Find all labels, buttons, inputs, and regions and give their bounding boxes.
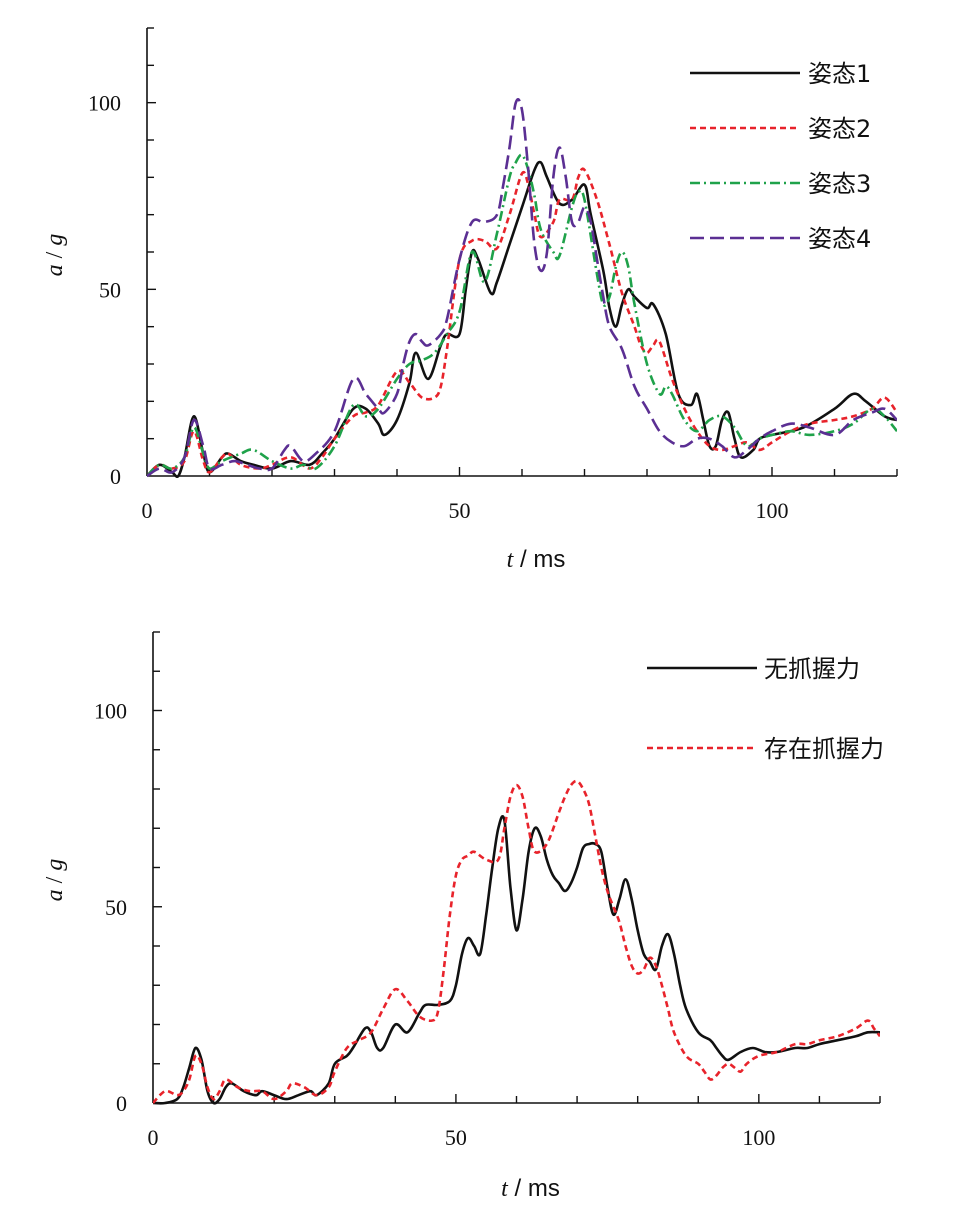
x-axis-title: t / ms xyxy=(507,546,566,573)
y-tick-label: 50 xyxy=(99,277,121,302)
x-tick-label: 50 xyxy=(449,498,471,523)
x-tick-label: 0 xyxy=(142,498,153,523)
legend-label-2: 姿态2 xyxy=(808,115,871,143)
x-tick-label: 50 xyxy=(445,1125,467,1150)
series-line-1 xyxy=(153,815,880,1105)
series-line-4 xyxy=(147,98,897,478)
y-axis-title: a / g xyxy=(42,859,68,902)
legend-label-1: 姿态1 xyxy=(808,60,871,88)
legend-label-2: 存在抓握力 xyxy=(764,735,884,763)
y-tick-label: 100 xyxy=(94,699,127,724)
x-tick-label: 100 xyxy=(742,1125,775,1150)
y-tick-label: 100 xyxy=(88,91,121,116)
series-line-1 xyxy=(147,160,897,478)
chart-top: 0 50 100 0 50 100 t / ms a / g 姿态1 姿态2 姿态3 姿态4 xyxy=(42,27,898,573)
y-axis-title: a / g xyxy=(42,234,68,277)
legend-label-4: 姿态4 xyxy=(808,225,871,253)
x-tick-label: 0 xyxy=(148,1125,159,1150)
x-tick-label: 100 xyxy=(756,498,789,523)
y-tick-label: 50 xyxy=(105,895,127,920)
legend-label-3: 姿态3 xyxy=(808,170,871,198)
series-line-2 xyxy=(147,167,897,477)
series-line-3 xyxy=(147,153,897,477)
series-line-2 xyxy=(153,779,880,1104)
legend-label-1: 无抓握力 xyxy=(764,655,860,683)
x-axis-title: t / ms xyxy=(501,1175,560,1202)
y-tick-label: 0 xyxy=(116,1091,127,1116)
y-tick-label: 0 xyxy=(110,464,121,489)
